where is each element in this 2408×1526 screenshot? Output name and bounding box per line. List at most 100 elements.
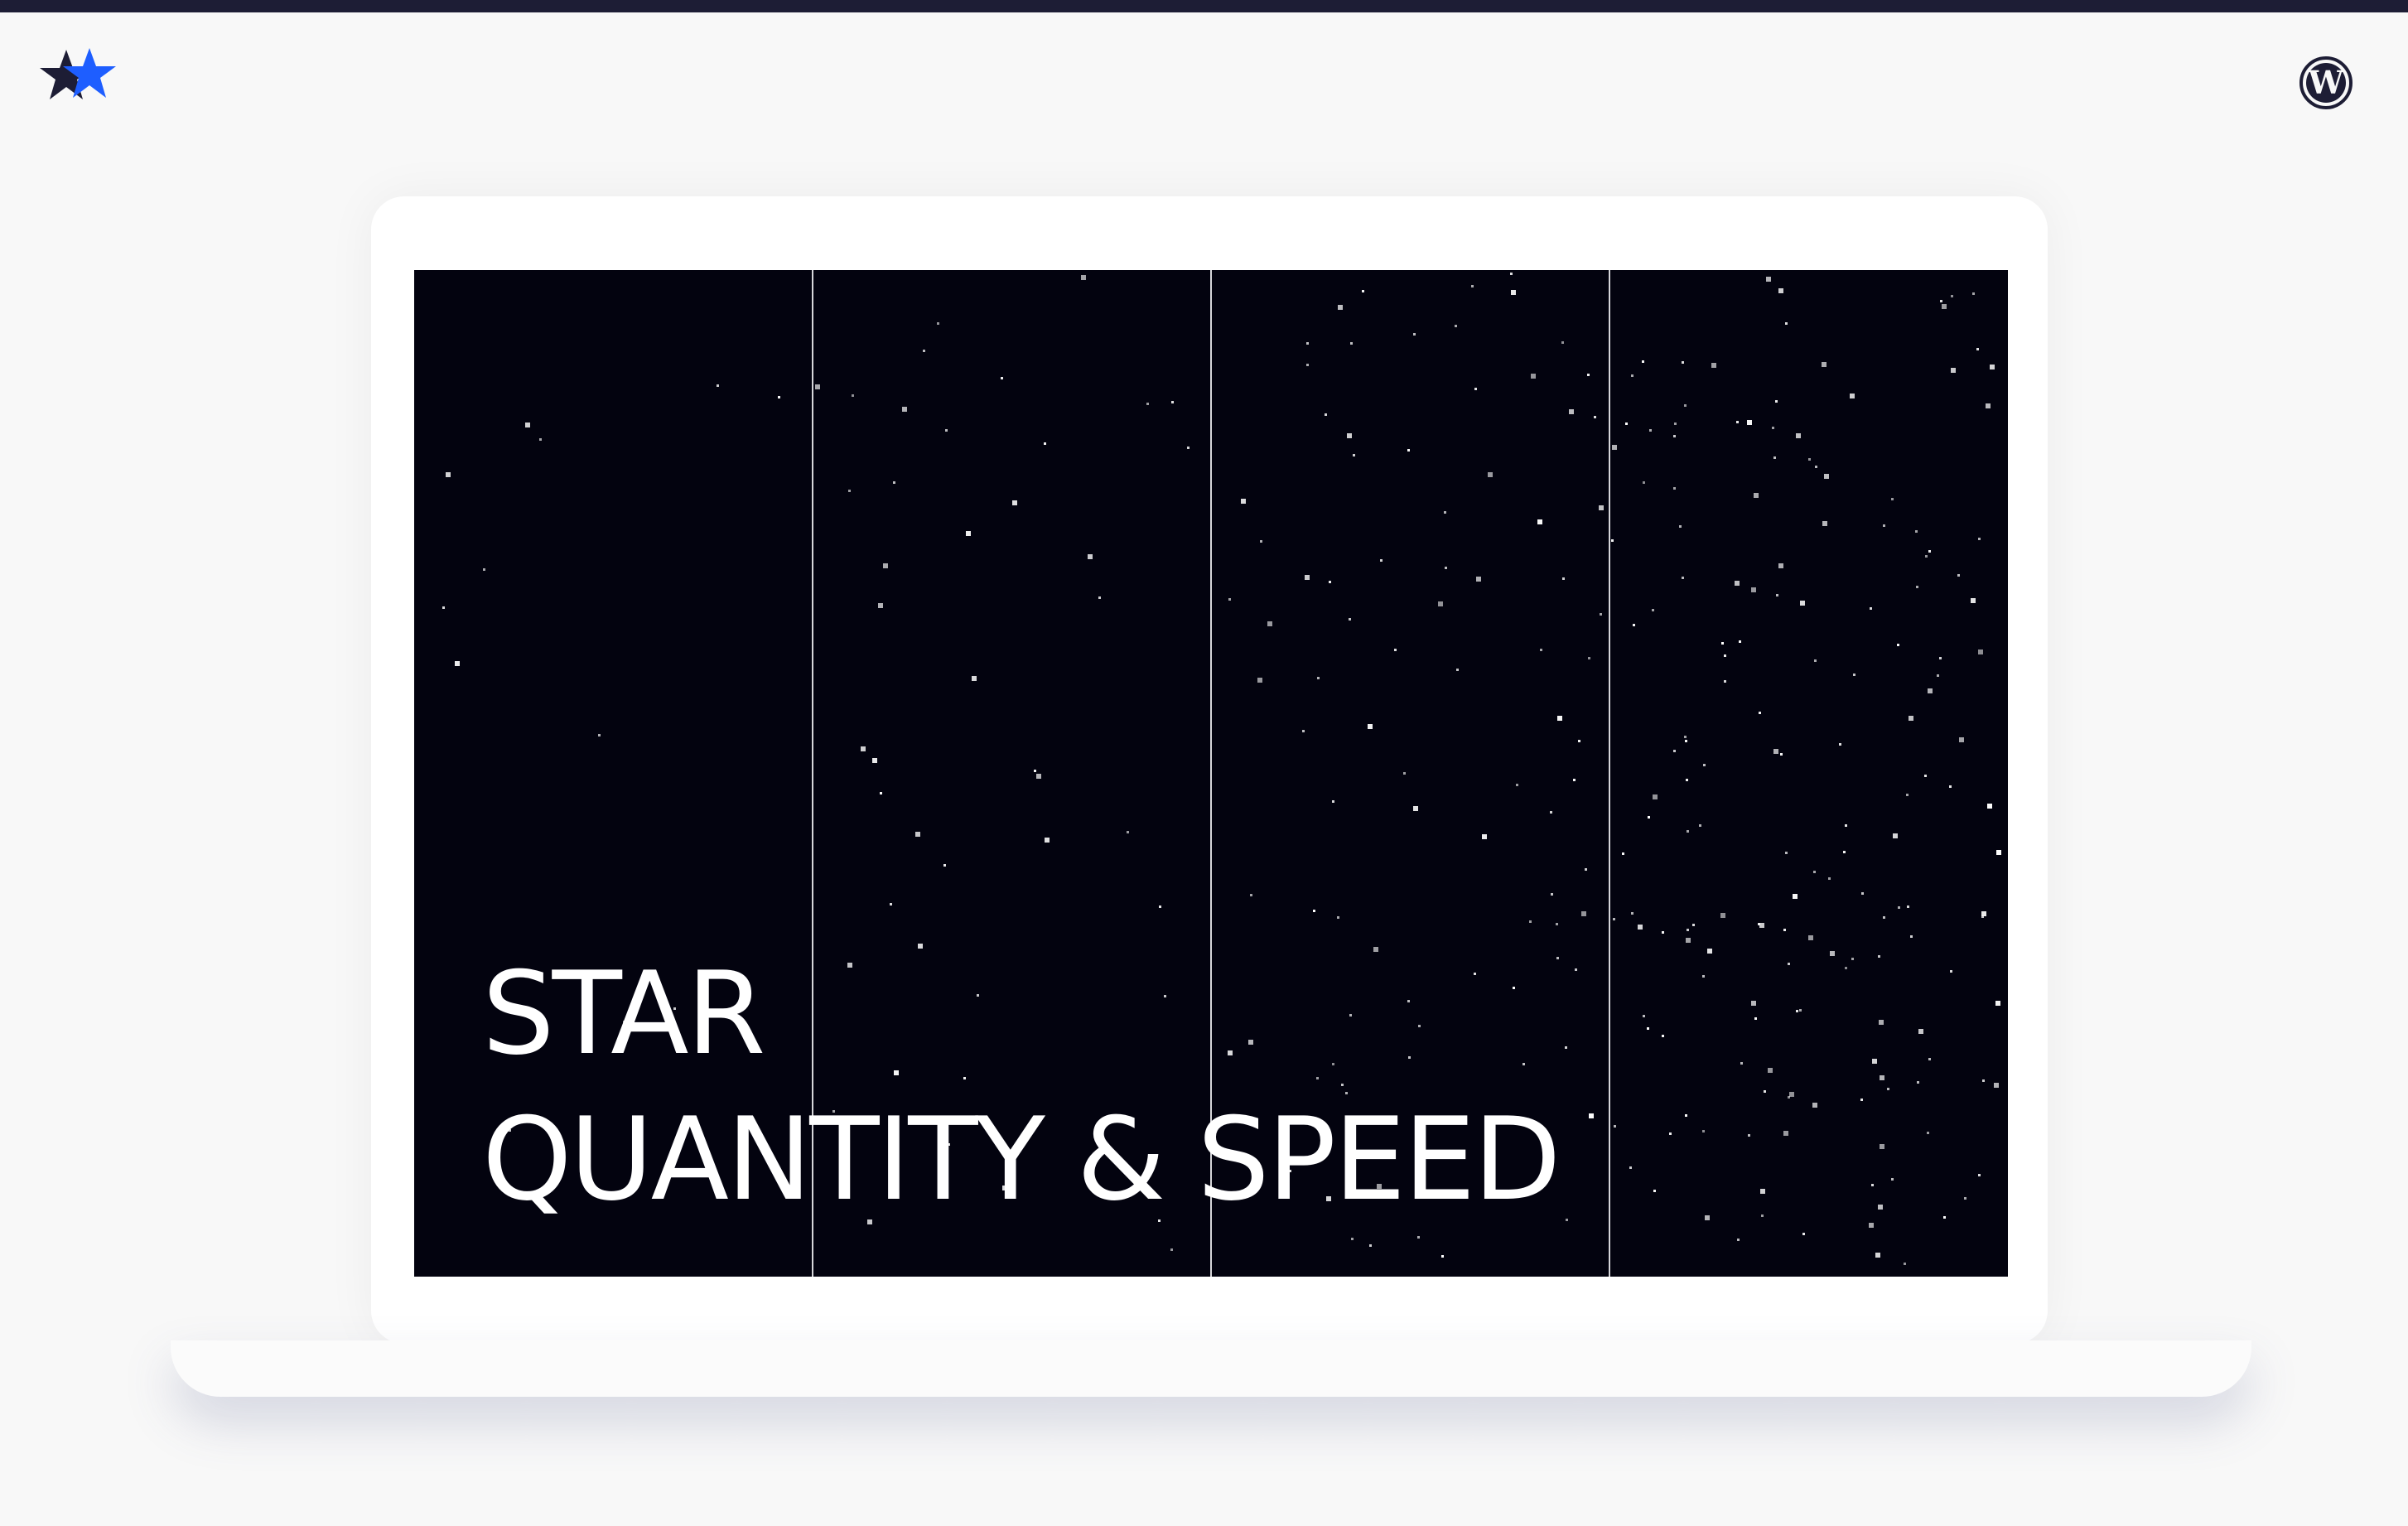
star-dot [1417, 1236, 1420, 1239]
star-dot [1978, 538, 1981, 540]
star-dot [1872, 1059, 1877, 1064]
star-dot [1551, 893, 1553, 896]
star-dot [1685, 740, 1687, 742]
star-dot [1702, 1130, 1705, 1132]
star-dot [1444, 511, 1446, 514]
star-dot [1044, 442, 1046, 445]
star-dot [815, 384, 820, 389]
star-dot [1822, 521, 1827, 526]
star-dot [1995, 1001, 2000, 1006]
star-dot [1754, 493, 1759, 498]
star-dot [1692, 924, 1695, 926]
star-dot [1413, 333, 1416, 336]
headline-line-1: STAR [482, 947, 765, 1080]
star-dot [1260, 540, 1262, 543]
star-dot [1652, 609, 1654, 611]
star-dot [1408, 1056, 1411, 1059]
star-dot [880, 792, 882, 794]
laptop-screen: STAR QUANTITY & SPEED [414, 270, 2008, 1277]
star-dot [1682, 577, 1684, 579]
star-dot [1638, 925, 1643, 930]
star-dot [1845, 824, 1847, 827]
star-dot [1981, 915, 1984, 918]
star-dot [1377, 1184, 1382, 1189]
star-dot [1098, 596, 1101, 599]
star-dot [1540, 649, 1542, 651]
star-dot [1488, 472, 1493, 477]
star-dot [1853, 674, 1855, 676]
star-dot [1705, 1215, 1710, 1220]
star-dot [1187, 447, 1190, 449]
star-dot [872, 758, 877, 763]
star-dot [1860, 1099, 1863, 1101]
star-dot [1883, 916, 1885, 919]
two-stars-logo-icon[interactable] [33, 43, 124, 109]
star-dot [1735, 581, 1740, 586]
star-dot [1976, 348, 1979, 350]
star-dot [1622, 852, 1624, 855]
star-dot [1561, 341, 1564, 344]
star-dot [1248, 1040, 1253, 1045]
star-dot [1773, 456, 1776, 459]
star-dot [1843, 851, 1846, 853]
star-dot [1573, 779, 1576, 781]
star-dot [1438, 601, 1443, 606]
star-dot [1368, 724, 1373, 729]
star-dot [1904, 1263, 1906, 1265]
star-dot [1556, 957, 1559, 959]
star-dot [1986, 403, 1991, 408]
star-dot [1783, 929, 1786, 931]
star-dot [848, 490, 851, 492]
star-dot [1964, 1197, 1966, 1200]
panel-divider [812, 270, 813, 1277]
star-dot [1353, 454, 1355, 456]
star-dot [1369, 1244, 1372, 1247]
laptop-base [171, 1340, 2251, 1397]
star-dot [509, 1129, 511, 1132]
star-dot [945, 429, 948, 432]
star-dot [1228, 598, 1231, 601]
star-dot [1653, 794, 1658, 799]
star-dot [1959, 737, 1964, 742]
star-dot [1883, 524, 1885, 527]
star-dot [1081, 275, 1086, 280]
star-dot [832, 1110, 835, 1113]
star-dot [1951, 368, 1956, 373]
star-dot [1815, 466, 1817, 468]
star-dot [1799, 1009, 1802, 1012]
star-dot [1780, 753, 1783, 756]
star-dot [483, 568, 485, 571]
star-dot [1898, 906, 1900, 909]
star-dot [1994, 1083, 1999, 1088]
star-dot [1522, 1063, 1525, 1065]
star-dot [915, 832, 920, 837]
star-dot [1879, 1020, 1884, 1025]
star-dot [1332, 800, 1334, 803]
star-dot [1802, 1233, 1805, 1235]
star-dot [1880, 1075, 1884, 1080]
star-dot [1001, 377, 1003, 379]
star-dot [1748, 1134, 1750, 1137]
star-dot [878, 603, 883, 608]
star-dot [1778, 288, 1783, 293]
wordpress-icon[interactable]: W [2298, 55, 2354, 111]
star-dot [1924, 775, 1927, 777]
star-dot [1306, 342, 1309, 345]
star-dot [1513, 987, 1515, 989]
star-dot [1373, 947, 1378, 952]
star-dot [1871, 1184, 1874, 1186]
star-dot [1482, 834, 1487, 839]
star-dot [1267, 621, 1272, 626]
star-dot [1566, 1219, 1568, 1221]
star-dot [623, 1021, 625, 1023]
star-dot [1869, 1223, 1874, 1228]
star-dot [1550, 811, 1552, 814]
star-dot [1928, 1058, 1931, 1060]
headline-line-2: QUANTITY & SPEED [482, 1093, 1561, 1226]
star-dot [1289, 1170, 1291, 1172]
star-dot [778, 396, 780, 398]
star-dot [1349, 1014, 1352, 1017]
star-dot [1455, 325, 1457, 327]
star-dot [1724, 654, 1726, 657]
star-dot [1488, 1191, 1490, 1194]
